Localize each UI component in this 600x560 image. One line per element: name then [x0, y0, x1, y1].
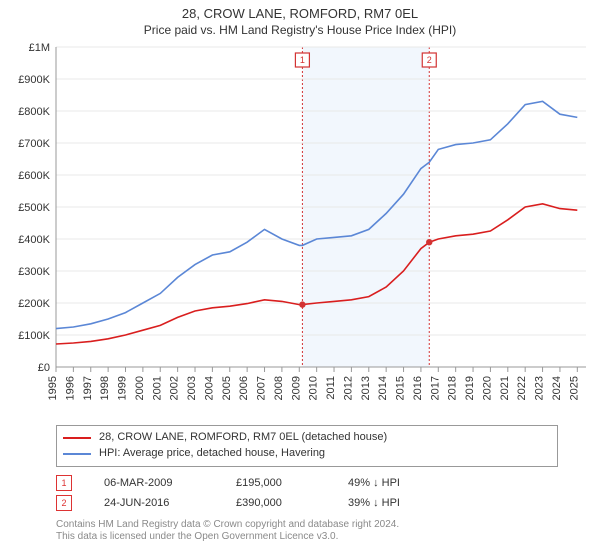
x-tick-label: 2003 — [186, 376, 198, 400]
data-attribution: Contains HM Land Registry data © Crown c… — [56, 519, 558, 544]
legend-item: 28, CROW LANE, ROMFORD, RM7 0EL (detache… — [63, 430, 551, 446]
x-tick-label: 2024 — [551, 376, 563, 400]
transaction-price: £390,000 — [236, 497, 326, 509]
x-tick-label: 2001 — [151, 376, 163, 400]
x-tick-label: 1999 — [117, 376, 129, 400]
x-tick-label: 2009 — [290, 376, 302, 400]
x-tick-label: 2015 — [395, 376, 407, 400]
transaction-date: 06-MAR-2009 — [104, 477, 214, 489]
x-tick-label: 2016 — [412, 376, 424, 400]
attribution-line: Contains HM Land Registry data © Crown c… — [56, 519, 558, 532]
legend-swatch — [63, 453, 91, 455]
transaction-price: £195,000 — [236, 477, 326, 489]
transaction-point — [426, 239, 432, 245]
y-tick-label: £300K — [18, 266, 50, 278]
x-tick-label: 2004 — [203, 376, 215, 400]
x-tick-label: 2002 — [169, 376, 181, 400]
x-tick-label: 2010 — [308, 376, 320, 400]
transaction-row: 1 06-MAR-2009 £195,000 49% ↓ HPI — [56, 473, 558, 493]
x-tick-label: 2020 — [481, 376, 493, 400]
y-tick-label: £500K — [18, 202, 50, 214]
x-tick-label: 1997 — [82, 376, 94, 400]
x-tick-label: 2000 — [134, 376, 146, 400]
transaction-hpi-delta: 39% ↓ HPI — [348, 497, 458, 509]
transaction-point — [299, 301, 305, 307]
x-tick-label: 2013 — [360, 376, 372, 400]
x-tick-label: 1998 — [99, 376, 111, 400]
y-tick-label: £1M — [29, 42, 50, 54]
x-tick-label: 2008 — [273, 376, 285, 400]
y-tick-label: £900K — [18, 74, 50, 86]
x-tick-label: 2021 — [499, 376, 511, 400]
x-tick-label: 2014 — [377, 376, 389, 400]
y-tick-label: £200K — [18, 298, 50, 310]
x-tick-label: 2018 — [447, 376, 459, 400]
page-subtitle: Price paid vs. HM Land Registry's House … — [0, 23, 600, 41]
legend-item: HPI: Average price, detached house, Have… — [63, 446, 551, 462]
transaction-marker-label: 2 — [427, 55, 432, 65]
x-tick-label: 2006 — [238, 376, 250, 400]
transaction-row: 2 24-JUN-2016 £390,000 39% ↓ HPI — [56, 493, 558, 513]
x-tick-label: 2012 — [342, 376, 354, 400]
legend-label: HPI: Average price, detached house, Have… — [99, 446, 325, 462]
x-tick-label: 2011 — [325, 376, 337, 400]
legend: 28, CROW LANE, ROMFORD, RM7 0EL (detache… — [56, 425, 558, 467]
y-tick-label: £700K — [18, 138, 50, 150]
y-tick-label: £600K — [18, 170, 50, 182]
attribution-line: This data is licensed under the Open Gov… — [56, 531, 558, 544]
y-tick-label: £800K — [18, 106, 50, 118]
page-title: 28, CROW LANE, ROMFORD, RM7 0EL — [0, 0, 600, 23]
legend-swatch — [63, 437, 91, 439]
price-chart: £0 £100K £200K £300K £400K £500K £600K £700K £80… — [0, 41, 600, 421]
transaction-date: 24-JUN-2016 — [104, 497, 214, 509]
x-tick-label: 2017 — [429, 376, 441, 400]
transaction-hpi-delta: 49% ↓ HPI — [348, 477, 458, 489]
x-tick-label: 2025 — [568, 376, 580, 400]
x-tick-label: 2022 — [516, 376, 528, 400]
x-tick-label: 2019 — [464, 376, 476, 400]
y-tick-label: £400K — [18, 234, 50, 246]
x-tick-label: 1996 — [64, 376, 76, 400]
transaction-row-marker: 2 — [56, 495, 72, 511]
y-tick-label: £100K — [18, 330, 50, 342]
x-tick-label: 2005 — [221, 376, 233, 400]
transaction-marker-label: 1 — [300, 55, 305, 65]
x-tick-label: 1995 — [47, 376, 59, 400]
x-tick-label: 2023 — [534, 376, 546, 400]
legend-label: 28, CROW LANE, ROMFORD, RM7 0EL (detache… — [99, 430, 387, 446]
y-tick-label: £0 — [38, 362, 50, 374]
x-tick-label: 2007 — [256, 376, 268, 400]
transaction-row-marker: 1 — [56, 475, 72, 491]
transactions-table: 1 06-MAR-2009 £195,000 49% ↓ HPI 2 24-JUN-201… — [56, 473, 558, 513]
